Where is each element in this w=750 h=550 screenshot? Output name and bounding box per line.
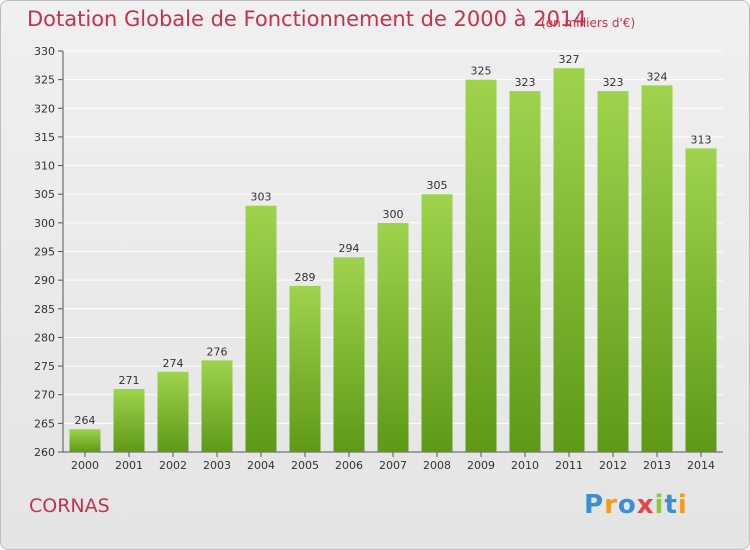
bar-2005 — [289, 285, 321, 452]
bar-2010 — [509, 91, 541, 452]
y-tick-label: 275 — [34, 360, 55, 373]
bar-2013 — [641, 85, 673, 452]
x-tick-label: 2011 — [555, 459, 583, 472]
y-tick-label: 265 — [34, 417, 55, 430]
logo-letter: r — [604, 490, 618, 520]
bar-2008 — [421, 194, 453, 452]
x-tick-label: 2010 — [511, 459, 539, 472]
data-label: 271 — [119, 374, 140, 387]
logo-letter: i — [654, 490, 665, 520]
data-label: 303 — [251, 191, 272, 204]
logo-letter: i — [677, 490, 688, 520]
bar-2012 — [597, 91, 629, 452]
chart-title: Dotation Globale de Fonctionnement de 20… — [27, 7, 587, 31]
x-tick-label: 2000 — [71, 459, 99, 472]
logo-letter: P — [584, 490, 605, 520]
data-label: 323 — [515, 76, 536, 89]
y-tick-label: 280 — [34, 331, 55, 344]
bar-2003 — [201, 360, 233, 452]
x-tick-label: 2014 — [687, 459, 715, 472]
bars — [69, 68, 717, 453]
y-tick-label: 325 — [34, 74, 55, 87]
x-tick-label: 2003 — [203, 459, 231, 472]
x-tick-label: 2012 — [599, 459, 627, 472]
data-label: 327 — [559, 53, 580, 66]
chart-subtitle: (en milliers d'€) — [541, 16, 636, 30]
logo-letter: o — [617, 490, 637, 520]
y-tick-label: 315 — [34, 131, 55, 144]
commune-name: CORNAS — [29, 495, 110, 517]
bar-2009 — [465, 79, 497, 453]
data-label: 274 — [163, 357, 184, 370]
x-tick-label: 2013 — [643, 459, 671, 472]
bar-2007 — [377, 222, 409, 452]
x-tick-label: 2006 — [335, 459, 363, 472]
data-label: 305 — [427, 179, 448, 192]
logo-letter: t — [664, 490, 678, 520]
bar-2014 — [685, 148, 717, 452]
data-label: 300 — [383, 208, 404, 221]
bar-2006 — [333, 257, 365, 452]
y-tick-label: 260 — [34, 446, 55, 459]
x-tick-label: 2009 — [467, 459, 495, 472]
data-label: 313 — [691, 133, 712, 146]
data-label: 324 — [647, 70, 668, 83]
data-label: 276 — [207, 345, 228, 358]
x-tick-label: 2004 — [247, 459, 275, 472]
y-tick-label: 285 — [34, 303, 55, 316]
data-labels: 264 271 274 276 303 289 294 300 305 325 323 327 323 3… — [75, 53, 712, 427]
bar-2004 — [245, 205, 277, 452]
y-tick-label: 290 — [34, 274, 55, 287]
x-tick-label: 2001 — [115, 459, 143, 472]
data-label: 264 — [75, 414, 96, 427]
x-tick-label: 2008 — [423, 459, 451, 472]
y-tick-label: 310 — [34, 160, 55, 173]
x-tick-label: 2007 — [379, 459, 407, 472]
data-label: 325 — [471, 65, 492, 78]
proxiti-logo: Proxiti — [584, 490, 688, 520]
y-tick-label: 320 — [34, 102, 55, 115]
y-tick-label: 270 — [34, 389, 55, 402]
x-tick-label: 2005 — [291, 459, 319, 472]
bar-2011 — [553, 68, 585, 452]
logo-letter: x — [636, 490, 655, 520]
y-tick-label: 295 — [34, 246, 55, 259]
bar-2001 — [113, 388, 145, 452]
bar-2000 — [69, 429, 101, 452]
data-label: 294 — [339, 242, 360, 255]
y-tick-label: 300 — [34, 217, 55, 230]
bar-2002 — [157, 371, 189, 452]
data-label: 323 — [603, 76, 624, 89]
y-tick-label: 305 — [34, 188, 55, 201]
y-tick-label: 330 — [34, 45, 55, 58]
data-label: 289 — [295, 271, 316, 284]
x-tick-label: 2002 — [159, 459, 187, 472]
